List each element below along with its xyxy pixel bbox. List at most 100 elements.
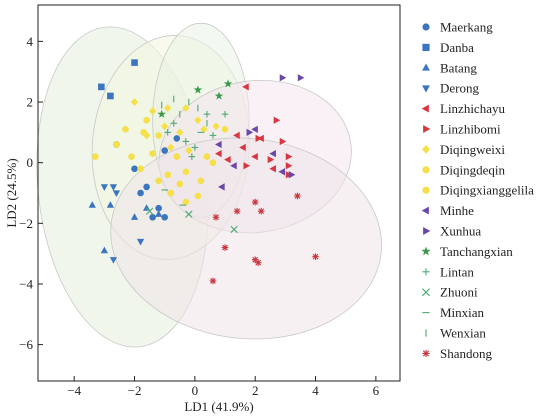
- data-point: [267, 156, 275, 164]
- data-point: [233, 131, 240, 140]
- data-point: [157, 109, 166, 118]
- data-point: [215, 140, 222, 149]
- series-danba: [98, 59, 138, 100]
- data-point: [255, 134, 263, 143]
- legend-item: Shandong: [422, 346, 493, 361]
- data-point: [109, 184, 118, 191]
- data-point: [164, 171, 171, 179]
- legend-label: Tanchangxian: [440, 244, 513, 259]
- legend-label: Minxian: [440, 305, 485, 320]
- data-point: [212, 122, 220, 131]
- legend-item: Linzhichayu: [421, 101, 505, 116]
- data-point: [193, 85, 203, 94]
- legend-item: Zhuoni: [422, 285, 478, 300]
- y-tick-label: 2: [27, 95, 34, 110]
- series-shandong: [209, 192, 319, 285]
- series-linzhibomi: [243, 116, 293, 179]
- data-point: [251, 152, 258, 161]
- legend-label: Minhe: [440, 203, 474, 218]
- data-point: [246, 128, 254, 136]
- data-point: [279, 137, 287, 146]
- data-point: [140, 129, 147, 136]
- legend-label: Zhuoni: [440, 285, 478, 300]
- y-tick-label: 4: [27, 34, 34, 49]
- legend-item: Tanchangxian: [421, 244, 513, 259]
- data-point: [109, 257, 118, 264]
- series-derong: [100, 184, 145, 264]
- data-point: [257, 207, 265, 215]
- legend-item: Diqingxianggelila: [422, 183, 534, 198]
- x-tick-label: −4: [67, 383, 81, 398]
- data-point: [106, 201, 115, 208]
- data-point: [243, 162, 251, 170]
- series-minxian: [161, 131, 205, 206]
- data-points: [88, 59, 319, 285]
- legend-label: Danba: [440, 40, 474, 55]
- data-point: [155, 177, 162, 185]
- data-point: [137, 189, 144, 197]
- data-point: [131, 59, 138, 66]
- legend-marker: [421, 246, 431, 256]
- data-point: [142, 204, 151, 211]
- legend-marker: [422, 85, 430, 93]
- data-point: [269, 165, 276, 173]
- data-point: [209, 277, 217, 285]
- data-point: [182, 138, 190, 145]
- series-linzhichayu: [215, 83, 276, 173]
- series-minhe: [215, 125, 285, 191]
- legend-marker: [422, 349, 430, 357]
- legend-label: Diqingdeqin: [440, 162, 505, 177]
- series-tanchangxian: [157, 79, 233, 118]
- data-point: [143, 116, 150, 124]
- legend-item: Diqingdeqin: [422, 162, 505, 177]
- series-diqingxianggelila: [92, 116, 229, 206]
- legend: Maerkang Danba Batang Derong Linzhichayu Linz…: [421, 20, 534, 361]
- y-tick-label: −2: [19, 216, 33, 231]
- data-point: [182, 104, 190, 113]
- data-point: [137, 165, 144, 173]
- data-point: [269, 149, 276, 158]
- x-tick-label: 0: [192, 383, 199, 398]
- data-point: [128, 153, 135, 160]
- legend-item: Linzhibomi: [423, 122, 501, 137]
- data-point: [239, 143, 246, 152]
- legend-marker: [422, 288, 430, 297]
- data-point: [194, 116, 202, 125]
- plot-frame: [37, 4, 401, 382]
- data-point: [161, 213, 168, 221]
- data-point: [194, 192, 202, 200]
- data-point: [173, 135, 181, 142]
- data-point: [297, 74, 305, 82]
- data-point: [209, 159, 217, 166]
- legend-marker: [421, 104, 429, 113]
- data-point: [278, 168, 285, 176]
- y-tick-label: −6: [19, 337, 33, 352]
- data-point: [223, 79, 233, 88]
- data-point: [173, 152, 180, 161]
- data-point: [182, 198, 190, 206]
- data-point: [251, 125, 258, 133]
- legend-label: Wenxian: [440, 326, 486, 341]
- data-point: [182, 168, 189, 176]
- legend-label: Linzhichayu: [440, 101, 505, 116]
- legend-label: Shandong: [440, 346, 493, 361]
- data-point: [185, 146, 193, 155]
- legend-item: Minhe: [421, 203, 474, 218]
- data-point: [164, 104, 172, 113]
- data-point: [294, 192, 301, 200]
- data-point: [221, 244, 229, 251]
- data-point: [279, 74, 287, 82]
- x-tick-label: 6: [373, 383, 380, 398]
- legend-item: Wenxian: [425, 326, 486, 341]
- data-point: [92, 153, 99, 160]
- data-point: [215, 149, 222, 158]
- data-point: [188, 153, 196, 160]
- x-tick-label: 4: [312, 383, 319, 398]
- legend-marker: [422, 43, 430, 51]
- data-point: [218, 183, 225, 191]
- data-point: [312, 253, 319, 260]
- data-point: [88, 201, 96, 208]
- data-point: [285, 162, 293, 170]
- series-xunhua: [246, 74, 305, 179]
- legend-item: Batang: [422, 60, 477, 75]
